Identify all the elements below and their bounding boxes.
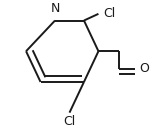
Text: Cl: Cl (63, 115, 76, 128)
Text: O: O (139, 62, 149, 75)
Text: Cl: Cl (103, 7, 115, 20)
Text: N: N (50, 2, 60, 15)
